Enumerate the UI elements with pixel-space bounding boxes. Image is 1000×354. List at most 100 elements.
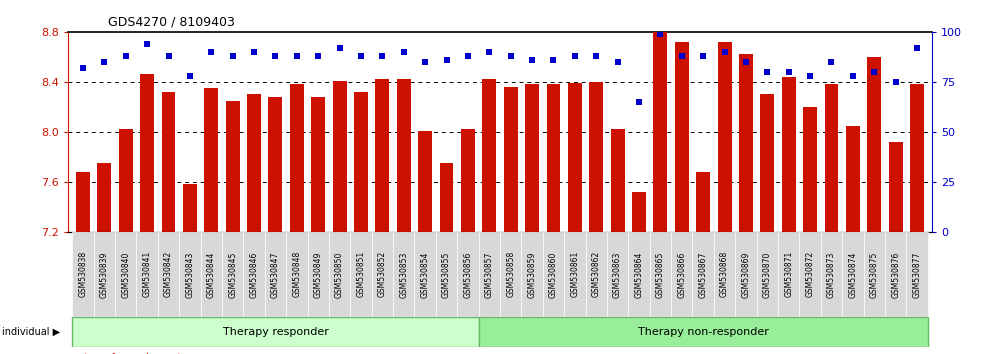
Bar bbox=[436, 232, 457, 317]
Text: GSM530843: GSM530843 bbox=[185, 251, 194, 298]
Bar bbox=[821, 232, 842, 317]
Bar bbox=[735, 232, 757, 317]
Text: GSM530845: GSM530845 bbox=[228, 251, 237, 298]
Text: GSM530852: GSM530852 bbox=[378, 251, 387, 297]
Text: GSM530848: GSM530848 bbox=[292, 251, 301, 297]
Bar bbox=[243, 232, 265, 317]
Text: GSM530867: GSM530867 bbox=[699, 251, 708, 298]
Point bbox=[652, 31, 668, 37]
Text: GSM530849: GSM530849 bbox=[314, 251, 323, 298]
Text: GSM530858: GSM530858 bbox=[506, 251, 515, 297]
Point bbox=[118, 53, 134, 59]
Text: GSM530864: GSM530864 bbox=[635, 251, 644, 298]
Bar bbox=[778, 232, 799, 317]
Text: GSM530841: GSM530841 bbox=[143, 251, 152, 297]
Bar bbox=[842, 232, 864, 317]
Bar bbox=[265, 232, 286, 317]
Bar bbox=[692, 232, 714, 317]
Text: GDS4270 / 8109403: GDS4270 / 8109403 bbox=[108, 15, 235, 28]
Bar bbox=[906, 232, 928, 317]
Bar bbox=[226, 101, 240, 232]
Point bbox=[289, 53, 305, 59]
Bar bbox=[846, 126, 860, 232]
Bar bbox=[525, 84, 539, 232]
Point bbox=[545, 57, 561, 63]
Text: GSM530842: GSM530842 bbox=[164, 251, 173, 297]
Point bbox=[781, 69, 797, 75]
Text: GSM530846: GSM530846 bbox=[250, 251, 259, 298]
Bar bbox=[718, 42, 732, 232]
Point bbox=[460, 53, 476, 59]
Point bbox=[374, 53, 390, 59]
Bar bbox=[179, 232, 201, 317]
Bar bbox=[204, 88, 218, 232]
Point bbox=[802, 73, 818, 79]
Text: GSM530854: GSM530854 bbox=[421, 251, 430, 298]
Bar bbox=[115, 232, 136, 317]
Bar bbox=[457, 232, 479, 317]
Bar bbox=[632, 192, 646, 232]
Text: GSM530866: GSM530866 bbox=[677, 251, 686, 298]
Bar bbox=[201, 232, 222, 317]
Bar bbox=[910, 84, 924, 232]
Bar bbox=[162, 92, 175, 232]
Point bbox=[845, 73, 861, 79]
Point bbox=[588, 53, 604, 59]
Text: GSM530872: GSM530872 bbox=[806, 251, 815, 297]
Point bbox=[909, 45, 925, 51]
Bar bbox=[158, 232, 179, 317]
Text: Therapy responder: Therapy responder bbox=[223, 327, 328, 337]
Bar bbox=[521, 232, 543, 317]
Text: GSM530861: GSM530861 bbox=[570, 251, 579, 297]
Bar bbox=[440, 163, 453, 232]
Bar bbox=[589, 82, 603, 232]
Bar bbox=[76, 172, 90, 232]
Bar bbox=[628, 232, 650, 317]
Bar bbox=[607, 232, 628, 317]
Bar bbox=[375, 79, 389, 232]
Bar bbox=[329, 232, 350, 317]
Point bbox=[267, 53, 283, 59]
Bar bbox=[308, 232, 329, 317]
Point bbox=[695, 53, 711, 59]
Text: GSM530869: GSM530869 bbox=[741, 251, 750, 298]
Point bbox=[674, 53, 690, 59]
Point bbox=[610, 59, 626, 65]
Text: GSM530877: GSM530877 bbox=[913, 251, 922, 298]
Text: GSM530868: GSM530868 bbox=[720, 251, 729, 297]
Bar bbox=[782, 77, 796, 232]
Text: GSM530874: GSM530874 bbox=[848, 251, 857, 298]
Text: GSM530847: GSM530847 bbox=[271, 251, 280, 298]
Bar bbox=[825, 84, 838, 232]
Bar bbox=[803, 107, 817, 232]
Text: ■  transformed count: ■ transformed count bbox=[68, 353, 182, 354]
Text: GSM530859: GSM530859 bbox=[528, 251, 537, 298]
Text: GSM530840: GSM530840 bbox=[121, 251, 130, 298]
Bar bbox=[671, 232, 692, 317]
Point bbox=[888, 79, 904, 85]
Bar bbox=[568, 83, 582, 232]
Point bbox=[759, 69, 775, 75]
Bar bbox=[867, 57, 881, 232]
Point bbox=[75, 65, 91, 71]
Bar bbox=[757, 232, 778, 317]
Bar bbox=[350, 232, 372, 317]
Bar bbox=[418, 131, 432, 232]
Bar bbox=[372, 232, 393, 317]
Text: individual ▶: individual ▶ bbox=[2, 327, 60, 337]
Point bbox=[823, 59, 839, 65]
Point bbox=[161, 53, 177, 59]
Point bbox=[139, 41, 155, 47]
Bar bbox=[247, 95, 261, 232]
Bar bbox=[311, 97, 325, 232]
Text: GSM530839: GSM530839 bbox=[100, 251, 109, 298]
Bar bbox=[461, 129, 475, 232]
Bar bbox=[739, 55, 753, 232]
Point bbox=[332, 45, 348, 51]
Point bbox=[866, 69, 882, 75]
Text: GSM530838: GSM530838 bbox=[78, 251, 87, 297]
Point bbox=[717, 49, 733, 55]
Bar bbox=[653, 32, 667, 232]
Bar bbox=[136, 232, 158, 317]
Bar bbox=[547, 84, 560, 232]
